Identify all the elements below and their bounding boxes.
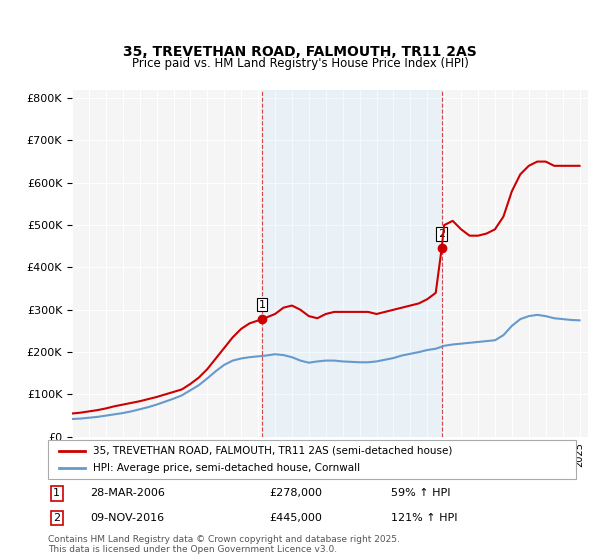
Text: 59% ↑ HPI: 59% ↑ HPI xyxy=(391,488,451,498)
Text: Price paid vs. HM Land Registry's House Price Index (HPI): Price paid vs. HM Land Registry's House … xyxy=(131,57,469,70)
Text: 1: 1 xyxy=(259,300,266,310)
Text: 28-MAR-2006: 28-MAR-2006 xyxy=(90,488,165,498)
Text: 09-NOV-2016: 09-NOV-2016 xyxy=(90,513,164,523)
Text: 2: 2 xyxy=(438,229,445,239)
Text: 121% ↑ HPI: 121% ↑ HPI xyxy=(391,513,458,523)
Text: 35, TREVETHAN ROAD, FALMOUTH, TR11 2AS (semi-detached house): 35, TREVETHAN ROAD, FALMOUTH, TR11 2AS (… xyxy=(93,446,452,456)
Text: 35, TREVETHAN ROAD, FALMOUTH, TR11 2AS: 35, TREVETHAN ROAD, FALMOUTH, TR11 2AS xyxy=(123,45,477,59)
Text: 2: 2 xyxy=(53,513,61,523)
Text: 1: 1 xyxy=(53,488,60,498)
Bar xyxy=(262,90,442,437)
Text: Contains HM Land Registry data © Crown copyright and database right 2025.
This d: Contains HM Land Registry data © Crown c… xyxy=(48,535,400,554)
Text: HPI: Average price, semi-detached house, Cornwall: HPI: Average price, semi-detached house,… xyxy=(93,463,360,473)
FancyBboxPatch shape xyxy=(48,440,576,479)
Text: £278,000: £278,000 xyxy=(270,488,323,498)
Text: £445,000: £445,000 xyxy=(270,513,323,523)
